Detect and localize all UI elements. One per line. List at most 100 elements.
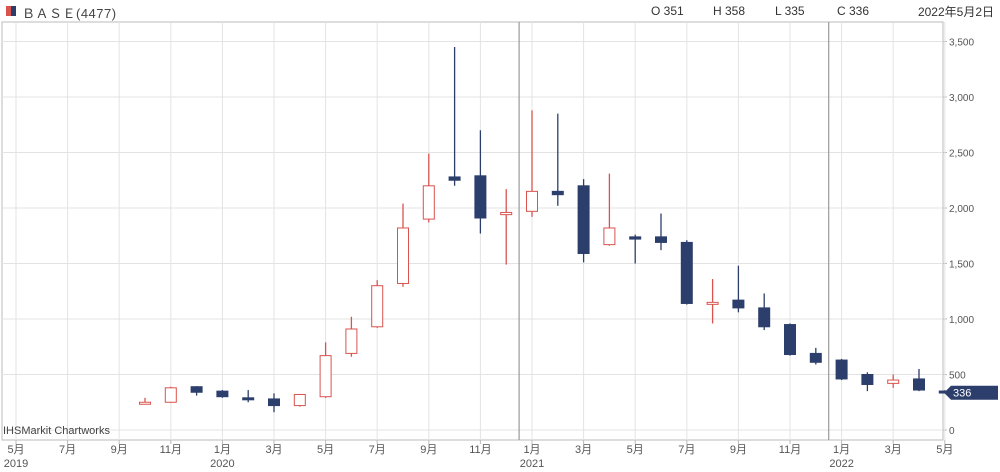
candle — [887, 374, 900, 388]
candle — [655, 213, 667, 251]
candle — [448, 47, 461, 186]
candle — [371, 280, 384, 328]
candle — [319, 342, 332, 398]
candle-body — [861, 374, 874, 385]
candle-legend-icon — [6, 6, 16, 16]
candle-body — [629, 236, 642, 240]
candle-body — [139, 401, 151, 405]
candle-body — [706, 301, 719, 305]
y-tick-label: 2,500 — [949, 149, 974, 160]
x-tick-label: 1月 — [833, 444, 850, 456]
candle-body — [293, 393, 306, 407]
candle — [242, 390, 255, 403]
candle-body — [345, 328, 358, 354]
candle — [526, 110, 538, 217]
candle-body — [397, 227, 409, 284]
candle — [784, 323, 796, 356]
y-tick-label: 0 — [949, 426, 955, 437]
x-tick-label: 9月 — [730, 444, 747, 456]
candle — [397, 203, 409, 287]
candle-body — [448, 176, 461, 181]
candle — [629, 234, 642, 264]
x-tick-label: 11月 — [779, 444, 801, 456]
candle-body — [268, 398, 280, 407]
candle — [164, 386, 177, 403]
candle-body — [913, 378, 925, 391]
candle-body — [422, 185, 435, 220]
last-price-label: 336 — [953, 388, 971, 400]
x-year-label: 2022 — [829, 458, 853, 470]
candle-body — [319, 355, 332, 398]
x-year-label: 2020 — [210, 458, 234, 470]
candle-body — [474, 175, 487, 219]
candle — [680, 240, 693, 305]
plot-frame — [1, 21, 944, 441]
x-tick-label: 7月 — [678, 444, 695, 456]
candle-body — [680, 241, 693, 304]
candle — [758, 293, 771, 331]
candle-body — [164, 387, 177, 403]
candle — [345, 316, 358, 357]
chart-header: ＢＡＳＥ(4477) O 351 H 358 L 335 C 336 2022年… — [0, 0, 1000, 22]
candle-body — [784, 324, 796, 356]
candle-body — [371, 285, 384, 328]
y-tick-label: 3,000 — [949, 93, 974, 104]
candle — [268, 393, 280, 413]
candle-body — [216, 390, 229, 398]
candle-body — [603, 227, 616, 246]
x-tick-label: 3月 — [575, 444, 592, 456]
candle — [139, 397, 151, 405]
candle — [190, 386, 203, 396]
candle-body — [190, 386, 203, 393]
y-tick-label: 500 — [949, 371, 966, 382]
chart-title: ＢＡＳＥ(4477) — [22, 6, 117, 21]
candle — [809, 347, 822, 365]
candle-body — [835, 359, 848, 380]
chart-date: 2022年5月2日 — [917, 5, 994, 19]
candle-body — [809, 352, 822, 363]
watermark-text: IHSMarkit Chartworks — [3, 425, 110, 437]
x-year-label: 2021 — [520, 458, 544, 470]
candle — [577, 179, 590, 263]
candle-body — [577, 185, 590, 255]
x-tick-label: 5月 — [627, 444, 644, 456]
candle — [732, 265, 745, 313]
candle-body — [655, 236, 667, 243]
candle-body — [758, 307, 771, 328]
x-tick-label: 1月 — [214, 444, 231, 456]
open-value: O 351 — [651, 4, 684, 18]
low-value: L 335 — [775, 4, 805, 18]
x-tick-label: 11月 — [160, 444, 182, 456]
y-tick-label: 1,000 — [949, 315, 974, 326]
close-value: C 336 — [837, 4, 870, 18]
candle — [216, 390, 229, 398]
last-price-marker — [944, 385, 998, 400]
high-value: H 358 — [713, 4, 746, 18]
candle — [293, 393, 306, 407]
x-tick-label: 9月 — [111, 444, 128, 456]
candle-body — [732, 299, 745, 309]
x-tick-label: 3月 — [885, 444, 902, 456]
x-tick-label: 11月 — [469, 444, 491, 456]
candle — [551, 113, 564, 206]
y-tick-label: 1,500 — [949, 260, 974, 271]
x-tick-label: 1月 — [523, 444, 540, 456]
candle — [835, 358, 848, 381]
x-tick-label: 7月 — [59, 444, 76, 456]
candle-body — [242, 397, 255, 401]
x-year-label: 2019 — [4, 458, 28, 470]
x-tick-label: 3月 — [265, 444, 282, 456]
x-tick-label: 7月 — [369, 444, 386, 456]
candle — [913, 368, 925, 392]
candle — [422, 153, 435, 223]
candle — [861, 372, 874, 392]
candle-body — [500, 211, 513, 216]
candle-body — [887, 379, 900, 384]
candle — [603, 173, 616, 246]
x-tick-label: 5月 — [936, 444, 953, 456]
y-tick-label: 3,500 — [949, 38, 974, 49]
candle-body — [526, 190, 538, 212]
candle — [474, 130, 487, 234]
x-tick-label: 5月 — [7, 444, 24, 456]
